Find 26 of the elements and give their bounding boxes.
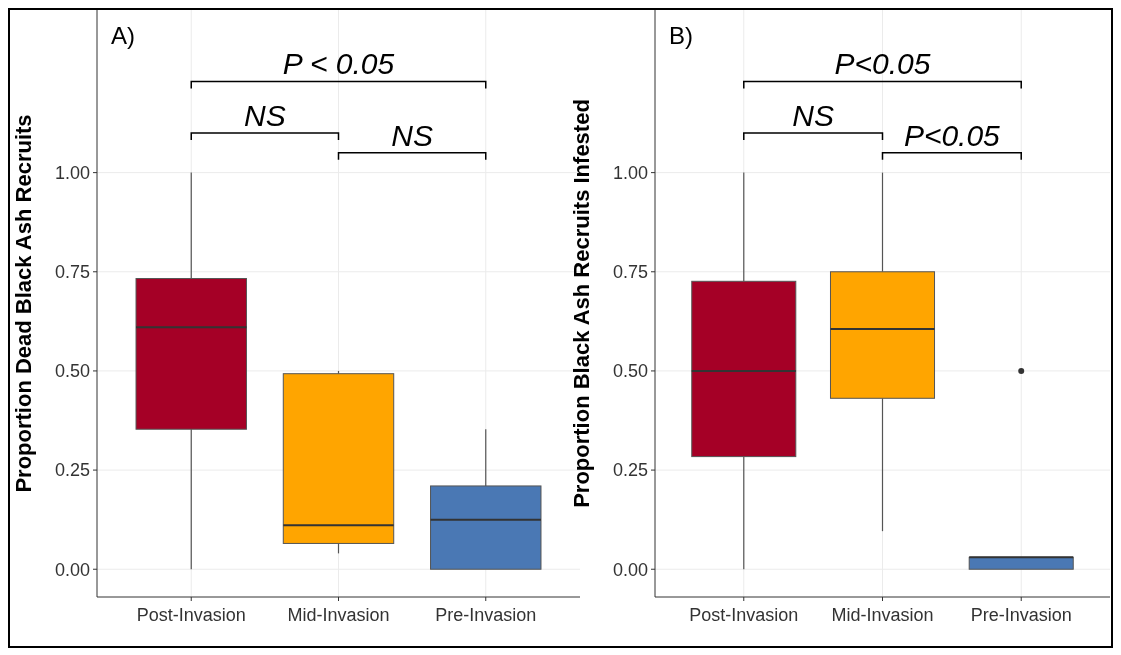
- y-tick-label: 0.00: [612, 559, 648, 580]
- y-axis-title: Proportion Dead Black Ash Recruits: [11, 114, 36, 493]
- annotation: NS: [244, 98, 286, 132]
- x-tick-label: Pre-Invasion: [435, 605, 537, 625]
- y-tick-label: 0.50: [612, 361, 648, 382]
- y-tick-label: 0.75: [612, 262, 648, 283]
- text: A): [111, 22, 135, 49]
- y-axis-title: Proportion Black Ash Recruits Infested: [569, 99, 594, 508]
- x-tick-label: Post-Invasion: [689, 605, 799, 625]
- y-tick-label: 1.00: [54, 162, 90, 183]
- y-tick-label: 0.25: [612, 460, 648, 481]
- text: B): [669, 22, 693, 49]
- y-tick-label: 0.75: [54, 262, 90, 283]
- annotation: NS: [391, 118, 433, 152]
- y-tick-label: 1.00: [612, 162, 648, 183]
- x-tick-label: Mid-Invasion: [287, 605, 390, 625]
- y-tick-label: 0.50: [54, 361, 90, 382]
- annotation: P<0.05: [903, 118, 1001, 152]
- x-tick-label: Pre-Invasion: [970, 605, 1072, 625]
- y-tick-label: 0.00: [54, 559, 90, 580]
- y-tick-label: 0.25: [54, 460, 90, 481]
- annotation: NS: [792, 98, 834, 132]
- annotation: P < 0.05: [282, 47, 395, 81]
- x-tick-label: Mid-Invasion: [831, 605, 934, 625]
- annotation: P<0.05: [834, 47, 931, 81]
- x-tick-label: Post-Invasion: [136, 605, 246, 625]
